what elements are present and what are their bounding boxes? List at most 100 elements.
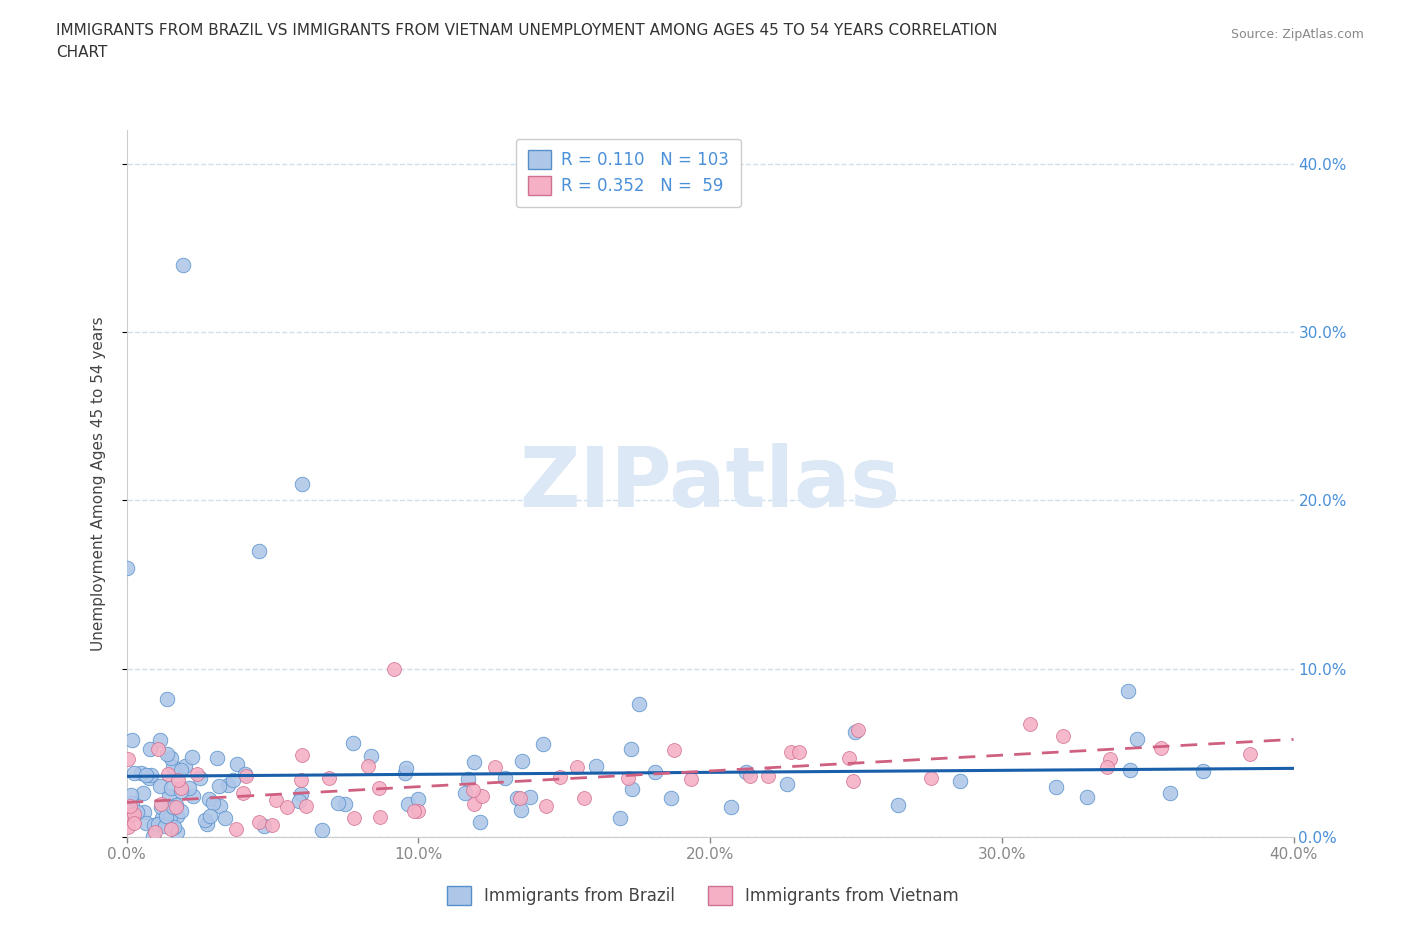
- Point: [225, 822, 247, 837]
- Point: [290, 772, 312, 787]
- Point: [165, 800, 187, 815]
- Point: [247, 543, 270, 558]
- Text: Source: ZipAtlas.com: Source: ZipAtlas.com: [1230, 28, 1364, 41]
- Point: [120, 788, 142, 803]
- Point: [664, 743, 686, 758]
- Point: [291, 476, 314, 491]
- Point: [471, 789, 494, 804]
- Point: [264, 793, 287, 808]
- Point: [156, 746, 179, 761]
- Point: [756, 768, 779, 783]
- Point: [461, 782, 484, 797]
- Point: [160, 781, 183, 796]
- Point: [846, 723, 869, 737]
- Point: [183, 789, 205, 804]
- Point: [735, 765, 758, 780]
- Point: [166, 825, 188, 840]
- Point: [335, 796, 357, 811]
- Point: [188, 770, 211, 785]
- Point: [143, 818, 166, 833]
- Point: [276, 800, 298, 815]
- Point: [294, 798, 316, 813]
- Point: [572, 790, 595, 805]
- Point: [208, 778, 231, 793]
- Point: [360, 749, 382, 764]
- Point: [121, 733, 143, 748]
- Point: [1126, 732, 1149, 747]
- Point: [509, 790, 531, 805]
- Point: [162, 760, 184, 775]
- Point: [162, 799, 184, 814]
- Point: [262, 817, 284, 832]
- Point: [886, 798, 908, 813]
- Point: [202, 795, 225, 810]
- Point: [288, 793, 311, 808]
- Text: ZIPatlas: ZIPatlas: [520, 443, 900, 525]
- Point: [406, 791, 429, 806]
- Point: [138, 771, 160, 786]
- Point: [949, 773, 972, 788]
- Point: [620, 741, 643, 756]
- Point: [120, 807, 142, 822]
- Point: [132, 804, 155, 819]
- Point: [117, 819, 139, 834]
- Point: [157, 788, 180, 803]
- Point: [565, 760, 588, 775]
- Point: [510, 803, 533, 817]
- Point: [1019, 716, 1042, 731]
- Point: [357, 758, 380, 773]
- Point: [143, 825, 166, 840]
- Point: [148, 742, 170, 757]
- Point: [149, 778, 172, 793]
- Point: [177, 781, 200, 796]
- Point: [186, 766, 208, 781]
- Point: [200, 808, 222, 823]
- Point: [1239, 746, 1261, 761]
- Point: [1052, 728, 1074, 743]
- Point: [149, 732, 172, 747]
- Point: [290, 787, 312, 802]
- Point: [720, 799, 742, 814]
- Point: [1150, 740, 1173, 755]
- Point: [368, 780, 391, 795]
- Point: [160, 821, 183, 836]
- Point: [457, 772, 479, 787]
- Point: [548, 769, 571, 784]
- Point: [135, 816, 157, 830]
- Point: [124, 816, 146, 830]
- Point: [342, 736, 364, 751]
- Point: [170, 781, 193, 796]
- Point: [163, 819, 186, 834]
- Point: [1119, 763, 1142, 777]
- Point: [395, 761, 418, 776]
- Point: [328, 795, 350, 810]
- Point: [779, 744, 801, 759]
- Point: [844, 724, 866, 739]
- Point: [506, 790, 529, 805]
- Point: [659, 790, 682, 805]
- Point: [463, 754, 485, 769]
- Point: [253, 818, 276, 833]
- Y-axis label: Unemployment Among Ages 45 to 54 years: Unemployment Among Ages 45 to 54 years: [91, 316, 105, 651]
- Point: [198, 792, 221, 807]
- Point: [150, 811, 173, 826]
- Point: [454, 786, 477, 801]
- Point: [920, 770, 942, 785]
- Point: [1118, 684, 1140, 698]
- Point: [311, 822, 333, 837]
- Point: [226, 756, 249, 771]
- Point: [172, 258, 194, 272]
- Point: [1192, 764, 1215, 778]
- Point: [129, 766, 152, 781]
- Point: [149, 800, 172, 815]
- Point: [141, 767, 163, 782]
- Point: [404, 804, 426, 818]
- Point: [214, 810, 236, 825]
- Point: [115, 560, 138, 575]
- Point: [181, 750, 204, 764]
- Point: [787, 745, 810, 760]
- Point: [205, 751, 228, 765]
- Point: [249, 815, 271, 830]
- Text: IMMIGRANTS FROM BRAZIL VS IMMIGRANTS FROM VIETNAM UNEMPLOYMENT AMONG AGES 45 TO : IMMIGRANTS FROM BRAZIL VS IMMIGRANTS FRO…: [56, 23, 998, 38]
- Point: [470, 815, 492, 830]
